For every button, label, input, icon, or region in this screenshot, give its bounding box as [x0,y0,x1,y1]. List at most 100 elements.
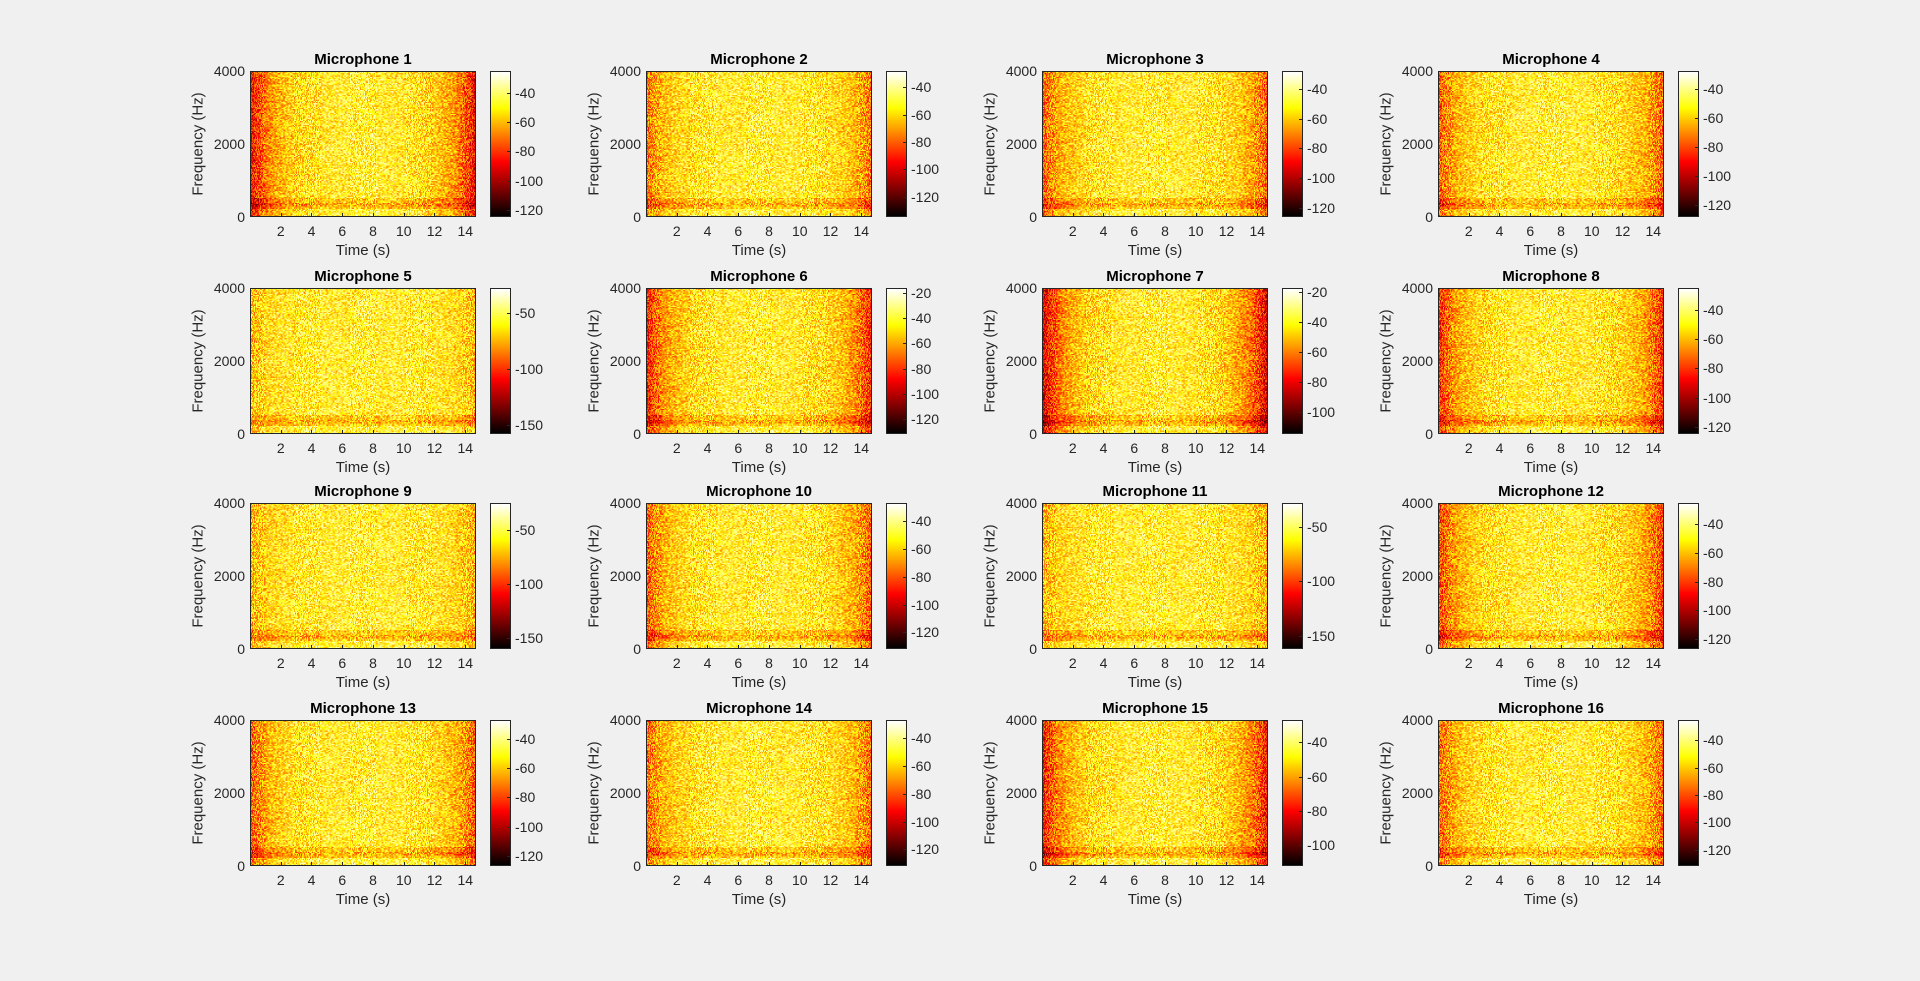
y-tick-label: 2000 [213,136,245,152]
y-tick-label: 4000 [1401,63,1433,79]
colorbar [1678,71,1699,217]
colorbar-tick-mark [507,638,510,640]
colorbar-tick-mark [1299,208,1302,210]
colorbar-tick-mark [507,826,510,828]
x-axis-label: Time (s) [1127,459,1183,476]
subplot-title: Microphone 3 [1106,51,1204,68]
y-tick-label: 0 [1425,426,1433,442]
x-tick-label: 12 [1614,223,1631,239]
spectrogram-image [251,72,475,216]
x-tick-label: 2 [276,872,285,888]
x-tick-label: 6 [734,655,743,671]
colorbar-tick-mark [903,393,906,395]
spectrogram-image [647,72,871,216]
x-tick-label: 12 [1218,223,1235,239]
colorbar-tick-mark [1299,292,1302,294]
colorbar-tick-label: -40 [911,730,932,747]
x-tick-label: 14 [1645,223,1662,239]
subplot-title: Microphone 16 [1498,700,1604,717]
x-axis-label: Time (s) [335,674,391,691]
x-tick-mark [861,430,863,433]
colorbar-tick-label: -100 [911,385,940,402]
x-tick-mark [861,862,863,865]
x-tick-mark [1164,430,1166,433]
y-tick-label: 4000 [213,495,245,511]
x-tick-label: 10 [395,655,412,671]
colorbar-tick-label: -100 [515,818,544,835]
y-tick-label: 2000 [1401,785,1433,801]
x-tick-mark [1226,213,1228,216]
colorbar-tick-label: -120 [1703,841,1732,858]
x-tick-mark [1653,645,1655,648]
x-tick-mark [372,645,374,648]
colorbar-tick-mark [1299,526,1302,528]
colorbar-tick-label: -80 [1703,360,1724,377]
colorbar-tick-label: -100 [1703,168,1732,185]
colorbar-tick-label: -40 [515,84,536,101]
x-tick-label: 8 [1557,440,1565,456]
subplot-title: Microphone 12 [1498,483,1604,500]
x-axis-label: Time (s) [1523,891,1579,908]
x-tick-label: 6 [1130,440,1139,456]
x-tick-mark [799,213,801,216]
x-tick-mark [1499,645,1501,648]
x-tick-mark [1622,645,1624,648]
colorbar-tick-label: -80 [1307,140,1328,157]
colorbar-tick-mark [1695,795,1698,797]
x-tick-mark [707,430,709,433]
colorbar-tick-mark [903,604,906,606]
colorbar-tick-mark [1299,776,1302,778]
x-tick-mark [280,213,282,216]
x-tick-mark [1257,430,1259,433]
y-tick-label: 4000 [609,712,641,728]
spectrogram-axes [646,288,872,434]
colorbar-tick-label: -40 [1307,734,1328,751]
x-tick-label: 2 [1464,440,1473,456]
x-tick-mark [738,862,740,865]
colorbar-tick-mark [903,821,906,823]
x-tick-label: 2 [1464,223,1473,239]
x-tick-mark [342,862,344,865]
x-tick-label: 6 [734,223,743,239]
x-tick-mark [1103,862,1105,865]
colorbar-tick-mark [1299,581,1302,583]
x-tick-label: 2 [1068,872,1077,888]
x-tick-mark [768,645,770,648]
x-tick-mark [434,430,436,433]
x-tick-label: 12 [426,440,443,456]
x-tick-mark [311,645,313,648]
x-tick-mark [707,862,709,865]
colorbar-tick-mark [507,530,510,532]
x-tick-label: 8 [369,440,377,456]
colorbar-tick-mark [1299,118,1302,120]
x-tick-label: 4 [1495,655,1504,671]
subplot-title: Microphone 10 [706,483,812,500]
colorbar-tick-mark [903,793,906,795]
x-tick-label: 4 [1495,223,1504,239]
colorbar-tick-mark [507,122,510,124]
colorbar-tick-label: -150 [515,630,544,647]
x-tick-mark [1134,645,1136,648]
y-tick-label: 4000 [609,495,641,511]
x-tick-label: 12 [1218,655,1235,671]
colorbar-tick-label: -60 [1703,109,1724,126]
colorbar-tick-label: -80 [515,789,536,806]
x-axis-label: Time (s) [1523,674,1579,691]
x-tick-mark [1226,862,1228,865]
x-tick-label: 14 [853,872,870,888]
x-tick-mark [465,862,467,865]
x-axis-label: Time (s) [731,459,787,476]
x-tick-label: 14 [1249,655,1266,671]
x-tick-mark [1103,645,1105,648]
colorbar-tick-label: -120 [515,201,544,218]
colorbar-tick-label: -60 [1307,110,1328,127]
x-tick-mark [280,430,282,433]
colorbar-tick-mark [1695,553,1698,555]
x-tick-label: 14 [1249,440,1266,456]
x-tick-label: 14 [1645,440,1662,456]
subplot-title: Microphone 11 [1102,483,1208,500]
y-tick-label: 2000 [213,568,245,584]
x-tick-label: 4 [1495,872,1504,888]
spectrogram-image [1439,721,1663,865]
